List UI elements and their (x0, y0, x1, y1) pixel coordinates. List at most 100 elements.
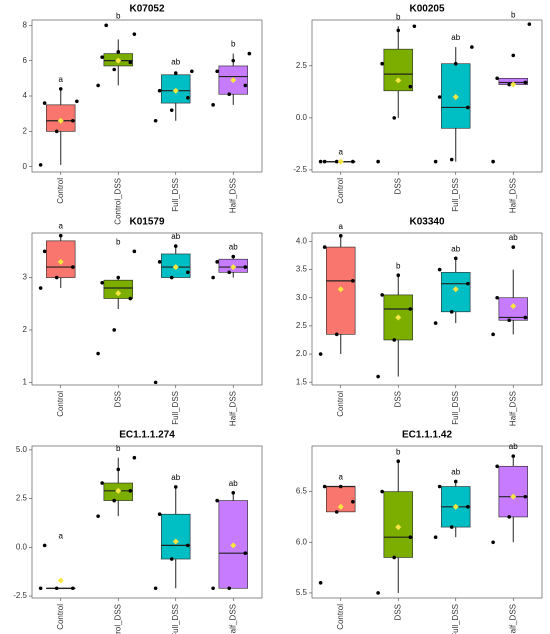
mean-marker (230, 264, 237, 271)
data-point (231, 490, 236, 495)
y-tick-label: 6 (23, 56, 28, 65)
significance-letter: ab (229, 479, 238, 488)
data-point (523, 315, 528, 320)
data-point (433, 535, 438, 539)
mean-marker (115, 290, 122, 297)
x-tick-label: Half_DSS (508, 604, 517, 634)
data-point (449, 157, 454, 162)
y-tick-label: 4 (23, 91, 28, 100)
data-point (153, 118, 158, 123)
data-point (231, 58, 236, 63)
data-point (71, 586, 75, 591)
mean-marker (452, 286, 459, 293)
mean-marker (395, 314, 402, 321)
x-tick-label: Full_DSS (451, 178, 460, 212)
x-tick-label: Full_DSS (171, 604, 180, 634)
x-tick-label: Half_DSS (228, 178, 237, 213)
significance-letter: b (511, 10, 516, 19)
data-point (495, 295, 499, 300)
data-point (215, 498, 219, 503)
significance-letter: b (116, 11, 121, 20)
data-point (173, 244, 178, 248)
mean-marker (510, 493, 517, 500)
y-tick-label: 5.5 (296, 588, 308, 597)
data-point (408, 307, 413, 311)
data-point (169, 108, 174, 112)
data-point (54, 586, 59, 591)
data-point (376, 159, 380, 164)
y-tick-label: 2.5 (296, 61, 308, 70)
significance-letter: ab (171, 232, 180, 241)
data-point (523, 494, 528, 499)
significance-letter: ab (451, 244, 460, 253)
panel-title: EC1.1.1.274 (119, 430, 175, 441)
data-point (128, 489, 133, 493)
significance-letter: b (231, 40, 236, 49)
data-point (437, 267, 442, 272)
data-point (211, 103, 215, 107)
significance-letter: a (59, 531, 64, 540)
x-tick-label: Control_DSS (113, 178, 122, 225)
mean-marker (230, 542, 237, 549)
data-point (396, 273, 401, 278)
data-point (132, 32, 137, 36)
data-point (104, 23, 108, 28)
y-tick-label: 6.0 (296, 537, 308, 546)
data-point (100, 280, 104, 285)
data-point (132, 455, 137, 460)
data-point (527, 22, 532, 26)
y-tick-label: 2.5 (296, 321, 308, 330)
data-point (507, 515, 512, 519)
data-point (380, 293, 384, 297)
data-point (466, 105, 470, 110)
significance-letter: ab (171, 473, 180, 482)
y-tick-label: -2.5 (293, 165, 307, 174)
significance-letter: a (339, 222, 344, 231)
data-point (190, 69, 194, 74)
panel-title: K00205 (409, 4, 444, 15)
mean-marker (337, 503, 344, 510)
significance-letter: a (339, 148, 344, 157)
data-point (380, 489, 384, 494)
data-point (437, 484, 442, 489)
data-point (453, 256, 458, 261)
panel-title: K07052 (129, 4, 164, 15)
data-point (491, 540, 495, 545)
y-tick-label: 2 (23, 325, 28, 334)
data-point (128, 296, 133, 301)
significance-letter: a (59, 75, 64, 84)
significance-letter: b (116, 237, 121, 246)
data-point (351, 279, 355, 283)
data-point (491, 332, 495, 337)
data-point (112, 328, 117, 332)
y-tick-label: 2.0 (296, 349, 308, 358)
mean-marker (57, 258, 64, 265)
panel-frame (311, 19, 543, 173)
significance-letter: b (396, 261, 401, 270)
data-point (173, 485, 178, 489)
x-tick-label: Control_DSS (113, 604, 122, 634)
y-tick-label: 0 (23, 162, 28, 171)
panel-frame (31, 232, 263, 386)
data-point (507, 318, 512, 323)
data-point (466, 281, 470, 286)
data-point (42, 249, 47, 254)
data-point (408, 535, 413, 539)
data-point (334, 159, 339, 164)
data-point (523, 80, 528, 85)
data-point (186, 270, 190, 275)
data-point (396, 459, 401, 464)
mean-marker (452, 503, 459, 510)
y-tick-label: 4.0 (296, 237, 308, 246)
data-point (169, 557, 174, 561)
panel-frame (31, 445, 263, 599)
data-point (100, 55, 104, 59)
mean-marker (510, 81, 517, 88)
x-tick-label: Full_DSS (171, 391, 180, 425)
data-point (243, 551, 248, 555)
data-point (186, 543, 190, 548)
x-tick-label: DSS (393, 391, 402, 407)
x-tick-label: DSS (393, 604, 402, 620)
data-point (54, 275, 59, 280)
